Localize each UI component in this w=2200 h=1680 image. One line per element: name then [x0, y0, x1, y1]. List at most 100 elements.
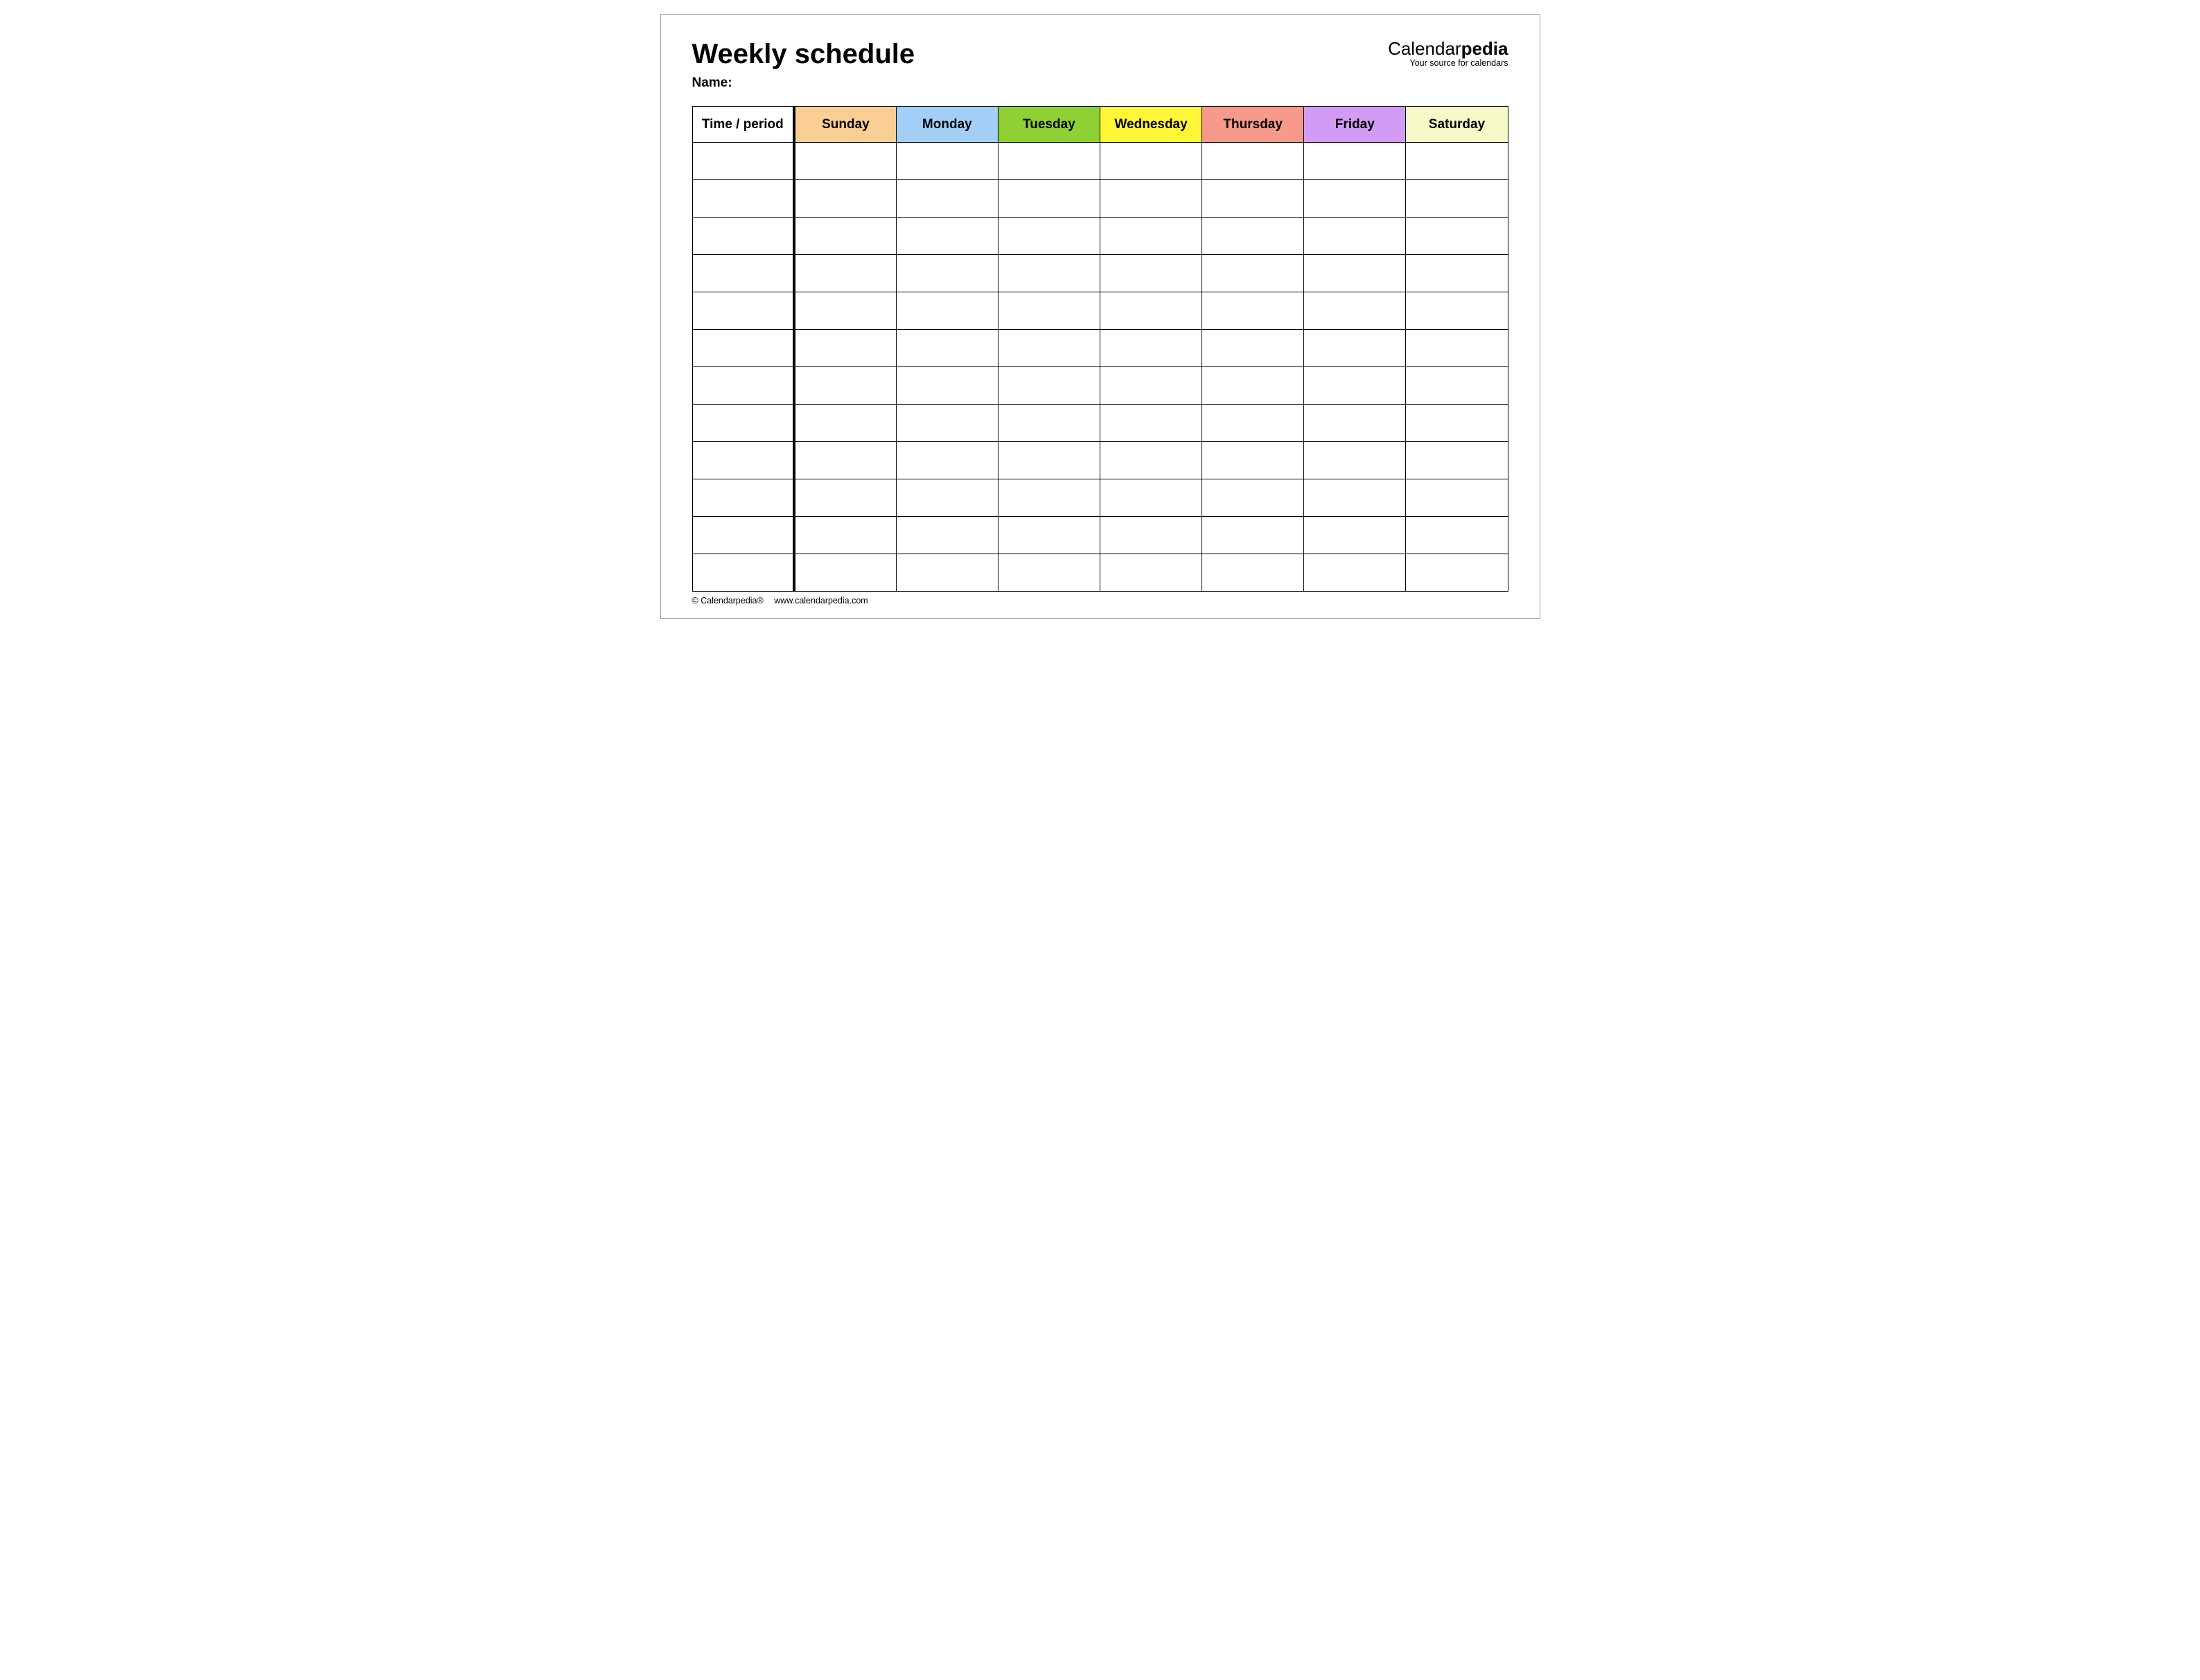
schedule-cell[interactable]: [1100, 405, 1202, 442]
schedule-cell[interactable]: [896, 405, 998, 442]
time-cell[interactable]: [692, 218, 794, 255]
schedule-cell[interactable]: [1406, 292, 1508, 330]
schedule-cell[interactable]: [1304, 554, 1406, 592]
time-cell[interactable]: [692, 554, 794, 592]
schedule-cell[interactable]: [998, 554, 1100, 592]
schedule-cell[interactable]: [896, 330, 998, 367]
day-header-friday: Friday: [1304, 107, 1406, 143]
schedule-cell[interactable]: [1100, 554, 1202, 592]
time-cell[interactable]: [692, 517, 794, 554]
time-cell[interactable]: [692, 292, 794, 330]
time-cell[interactable]: [692, 143, 794, 180]
schedule-cell[interactable]: [998, 367, 1100, 405]
schedule-cell[interactable]: [1406, 180, 1508, 218]
schedule-cell[interactable]: [998, 143, 1100, 180]
schedule-cell[interactable]: [1304, 517, 1406, 554]
time-cell[interactable]: [692, 180, 794, 218]
schedule-cell[interactable]: [896, 255, 998, 292]
schedule-cell[interactable]: [1406, 367, 1508, 405]
schedule-cell[interactable]: [1202, 180, 1304, 218]
schedule-cell[interactable]: [998, 180, 1100, 218]
schedule-cell[interactable]: [1100, 517, 1202, 554]
schedule-cell[interactable]: [1202, 292, 1304, 330]
schedule-cell[interactable]: [1100, 180, 1202, 218]
day-header-saturday: Saturday: [1406, 107, 1508, 143]
schedule-cell[interactable]: [794, 180, 896, 218]
schedule-cell[interactable]: [896, 292, 998, 330]
schedule-cell[interactable]: [998, 479, 1100, 517]
schedule-cell[interactable]: [998, 218, 1100, 255]
schedule-cell[interactable]: [794, 479, 896, 517]
schedule-cell[interactable]: [1406, 405, 1508, 442]
schedule-cell[interactable]: [998, 330, 1100, 367]
schedule-cell[interactable]: [1304, 367, 1406, 405]
schedule-cell[interactable]: [1100, 255, 1202, 292]
schedule-cell[interactable]: [794, 143, 896, 180]
schedule-cell[interactable]: [1202, 143, 1304, 180]
schedule-cell[interactable]: [1100, 292, 1202, 330]
schedule-cell[interactable]: [794, 405, 896, 442]
schedule-cell[interactable]: [1304, 180, 1406, 218]
schedule-cell[interactable]: [1304, 255, 1406, 292]
schedule-cell[interactable]: [896, 180, 998, 218]
schedule-cell[interactable]: [1406, 442, 1508, 479]
schedule-cell[interactable]: [1406, 517, 1508, 554]
schedule-cell[interactable]: [1406, 479, 1508, 517]
time-cell[interactable]: [692, 367, 794, 405]
schedule-cell[interactable]: [1304, 330, 1406, 367]
time-cell[interactable]: [692, 330, 794, 367]
schedule-cell[interactable]: [1202, 554, 1304, 592]
schedule-cell[interactable]: [1100, 367, 1202, 405]
time-cell[interactable]: [692, 479, 794, 517]
schedule-cell[interactable]: [1406, 218, 1508, 255]
schedule-cell[interactable]: [1304, 143, 1406, 180]
schedule-cell[interactable]: [1100, 218, 1202, 255]
schedule-cell[interactable]: [1304, 218, 1406, 255]
schedule-cell[interactable]: [896, 517, 998, 554]
schedule-cell[interactable]: [794, 554, 896, 592]
brand-name: Calendarpedia: [1388, 39, 1508, 59]
schedule-cell[interactable]: [1202, 255, 1304, 292]
schedule-cell[interactable]: [998, 405, 1100, 442]
schedule-cell[interactable]: [794, 367, 896, 405]
schedule-cell[interactable]: [1202, 442, 1304, 479]
schedule-cell[interactable]: [1100, 143, 1202, 180]
schedule-cell[interactable]: [1304, 479, 1406, 517]
schedule-cell[interactable]: [1202, 405, 1304, 442]
schedule-cell[interactable]: [998, 442, 1100, 479]
schedule-cell[interactable]: [998, 255, 1100, 292]
schedule-cell[interactable]: [896, 479, 998, 517]
schedule-cell[interactable]: [998, 517, 1100, 554]
schedule-cell[interactable]: [794, 442, 896, 479]
schedule-cell[interactable]: [896, 367, 998, 405]
schedule-cell[interactable]: [1406, 330, 1508, 367]
time-cell[interactable]: [692, 442, 794, 479]
time-cell[interactable]: [692, 255, 794, 292]
schedule-cell[interactable]: [998, 292, 1100, 330]
schedule-cell[interactable]: [1202, 479, 1304, 517]
schedule-cell[interactable]: [1100, 330, 1202, 367]
schedule-cell[interactable]: [896, 143, 998, 180]
schedule-cell[interactable]: [1202, 218, 1304, 255]
schedule-cell[interactable]: [794, 330, 896, 367]
schedule-cell[interactable]: [1202, 517, 1304, 554]
schedule-cell[interactable]: [1100, 479, 1202, 517]
schedule-cell[interactable]: [896, 554, 998, 592]
schedule-cell[interactable]: [794, 255, 896, 292]
schedule-cell[interactable]: [896, 442, 998, 479]
schedule-cell[interactable]: [1304, 405, 1406, 442]
schedule-cell[interactable]: [1202, 330, 1304, 367]
schedule-cell[interactable]: [1406, 554, 1508, 592]
schedule-cell[interactable]: [1202, 367, 1304, 405]
schedule-cell[interactable]: [794, 218, 896, 255]
day-header-wednesday: Wednesday: [1100, 107, 1202, 143]
schedule-cell[interactable]: [1100, 442, 1202, 479]
time-cell[interactable]: [692, 405, 794, 442]
schedule-cell[interactable]: [1406, 255, 1508, 292]
schedule-cell[interactable]: [794, 517, 896, 554]
schedule-cell[interactable]: [1304, 442, 1406, 479]
schedule-cell[interactable]: [1304, 292, 1406, 330]
schedule-cell[interactable]: [1406, 143, 1508, 180]
schedule-cell[interactable]: [794, 292, 896, 330]
schedule-cell[interactable]: [896, 218, 998, 255]
